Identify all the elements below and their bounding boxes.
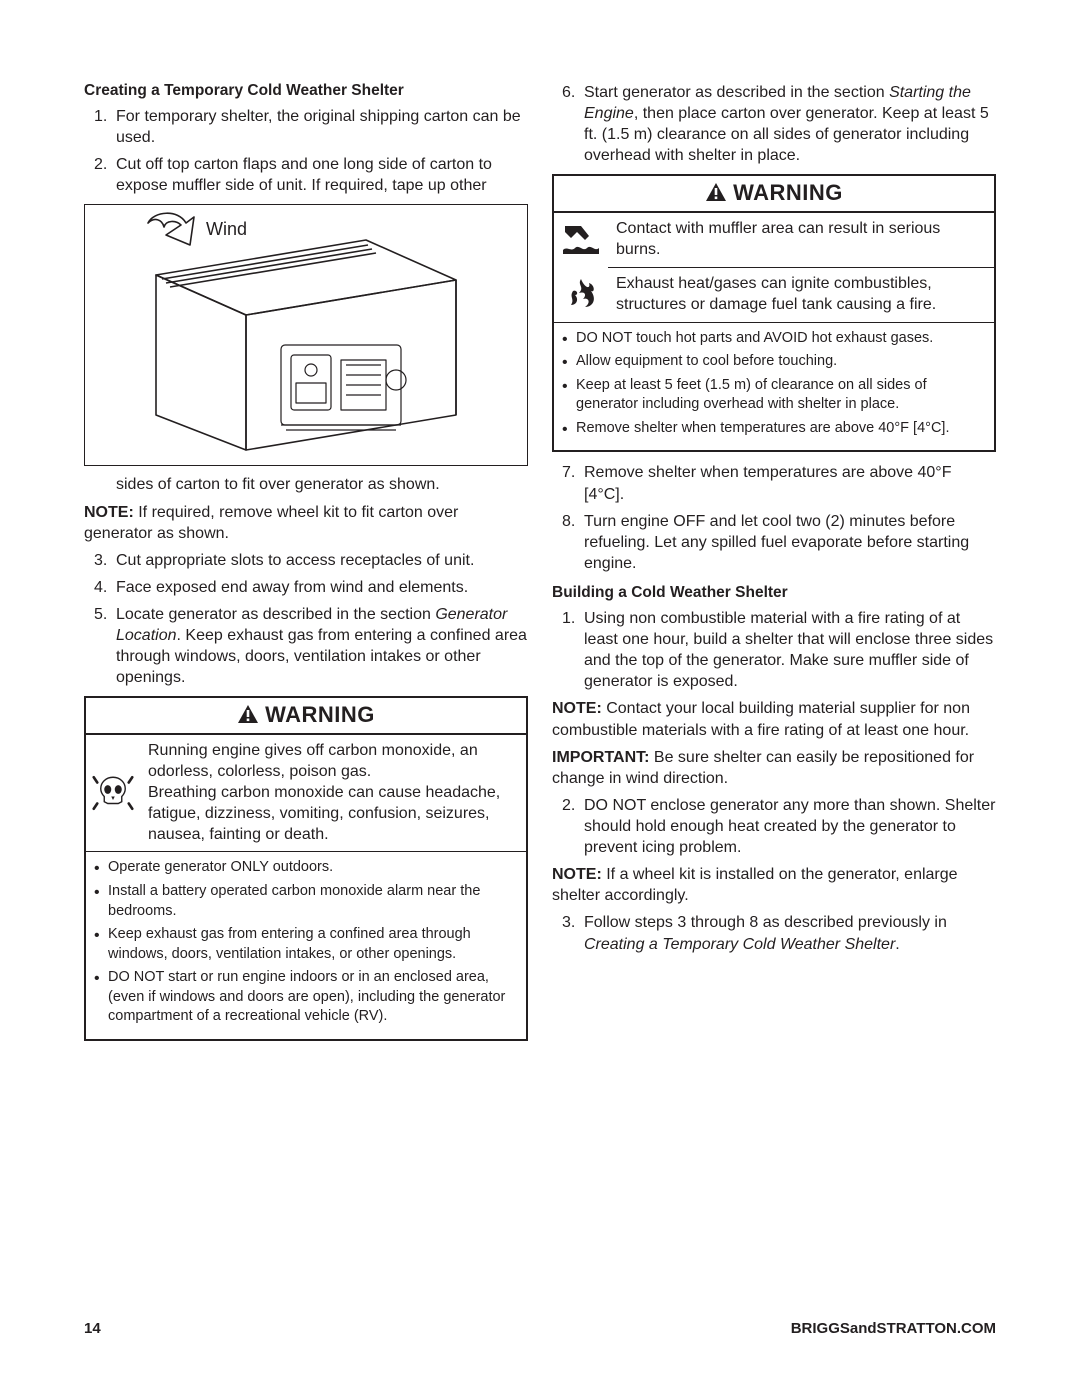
left-column: Creating a Temporary Cold Weather Shelte… <box>84 82 528 1051</box>
heading-temp-shelter: Creating a Temporary Cold Weather Shelte… <box>84 82 528 100</box>
fire-icon <box>554 268 608 322</box>
list-num: 1. <box>562 608 575 629</box>
warning-text: Running engine gives off carbon monoxide… <box>140 735 526 851</box>
list-text: . <box>895 936 899 953</box>
list-num: 3. <box>94 550 107 571</box>
warning-title: WARNING <box>554 176 994 213</box>
warning-bullet: Operate generator ONLY outdoors. <box>108 858 518 878</box>
warning-box-burn: WARNING Contact with muffler area can re… <box>552 174 996 452</box>
right-list-1: 6. Start generator as described in the se… <box>552 82 996 166</box>
list-item: 8.Turn engine OFF and let cool two (2) m… <box>584 511 996 574</box>
note-label: NOTE: <box>552 866 602 883</box>
warning-hazard-rows: Contact with muffler area can result in … <box>554 213 994 321</box>
list-text: Cut appropriate slots to access receptac… <box>116 552 474 569</box>
note-2: NOTE: Contact your local building materi… <box>552 698 996 740</box>
note-text: Contact your local building material sup… <box>552 700 970 738</box>
warning-bullet: DO NOT touch hot parts and AVOID hot exh… <box>576 329 986 349</box>
list-item: 2.Cut off top carton flaps and one long … <box>116 154 528 196</box>
page-number: 14 <box>84 1320 101 1337</box>
list-text: . Keep exhaust gas from entering a confi… <box>116 627 527 686</box>
page-content: Creating a Temporary Cold Weather Shelte… <box>84 82 996 1051</box>
wind-label: Wind <box>206 219 247 239</box>
list-text: Remove shelter when temperatures are abo… <box>584 464 951 502</box>
list-item: 4.Face exposed end away from wind and el… <box>116 577 528 598</box>
list-num: 2. <box>94 154 107 175</box>
right-list-5: 3. Follow steps 3 through 8 as described … <box>552 912 996 954</box>
note-label: NOTE: <box>552 700 602 717</box>
warning-p2: Breathing carbon monoxide can cause head… <box>148 783 518 845</box>
warning-bullet: Remove shelter when temperatures are abo… <box>576 419 986 439</box>
warning-bullet: Install a battery operated carbon monoxi… <box>108 882 518 921</box>
list-text: Cut off top carton flaps and one long si… <box>116 156 492 194</box>
list-text: Locate generator as described in the sec… <box>116 606 435 623</box>
list-text: Start generator as described in the sect… <box>584 84 889 101</box>
important-label: IMPORTANT: <box>552 749 649 766</box>
warning-triangle-icon <box>237 704 259 730</box>
hot-surface-icon <box>554 213 608 267</box>
list-num: 7. <box>562 462 575 483</box>
list-item: 1.For temporary shelter, the original sh… <box>116 106 528 148</box>
list-item: 2.DO NOT enclose generator any more than… <box>584 795 996 858</box>
page-footer: 14 BRIGGSandSTRATTON.COM <box>84 1320 996 1337</box>
warning-p1: Running engine gives off carbon monoxide… <box>148 741 518 783</box>
note-1: NOTE: If required, remove wheel kit to f… <box>84 502 528 544</box>
list-text: , then place carton over generator. Keep… <box>584 105 989 164</box>
list-item: 6.Start generator as described in the se… <box>584 82 996 166</box>
list-text-ital: Creating a Temporary Cold Weather Shelte… <box>584 936 895 953</box>
warning-title-text: WARNING <box>733 180 843 205</box>
warning-bullets: DO NOT touch hot parts and AVOID hot exh… <box>554 322 994 451</box>
left-list-1: 1. For temporary shelter, the original sh… <box>84 106 528 196</box>
list-text: Using non combustible material with a fi… <box>584 610 993 690</box>
skull-icon <box>86 735 140 851</box>
right-list-4: 2. DO NOT enclose generator any more than… <box>552 795 996 858</box>
footer-brand: BRIGGSandSTRATTON.COM <box>791 1320 996 1337</box>
warning-title-text: WARNING <box>265 702 375 727</box>
list-num: 4. <box>94 577 107 598</box>
warning-bullet: DO NOT start or run engine indoors or in… <box>108 968 518 1027</box>
heading-build-shelter: Building a Cold Weather Shelter <box>552 584 996 602</box>
list-num: 5. <box>94 604 107 625</box>
list-item: 5.Locate generator as described in the s… <box>116 604 528 688</box>
list-num: 6. <box>562 82 575 103</box>
list-item: 3.Cut appropriate slots to access recept… <box>116 550 528 571</box>
warning-bullet: Keep at least 5 feet (1.5 m) of clearanc… <box>576 376 986 415</box>
list-text: DO NOT enclose generator any more than s… <box>584 797 995 856</box>
warning-p1: Contact with muffler area can result in … <box>608 213 994 268</box>
list-num: 1. <box>94 106 107 127</box>
note-text: If a wheel kit is installed on the gener… <box>552 866 958 904</box>
left-list-2: 3. Cut appropriate slots to access recept… <box>84 550 528 689</box>
right-column: 6. Start generator as described in the se… <box>552 82 996 1051</box>
list-item: 1.Using non combustible material with a … <box>584 608 996 692</box>
list-item: 3.Follow steps 3 through 8 as described … <box>584 912 996 954</box>
list-text: Turn engine OFF and let cool two (2) min… <box>584 513 969 572</box>
list-text: For temporary shelter, the original ship… <box>116 108 521 146</box>
list-num: 3. <box>562 912 575 933</box>
warning-bullet: Keep exhaust gas from entering a confine… <box>108 925 518 964</box>
warning-triangle-icon <box>705 182 727 208</box>
warning-bullets: Operate generator ONLY outdoors. Install… <box>86 851 526 1039</box>
list-num: 2. <box>562 795 575 816</box>
right-list-3: 1. Using non combustible material with a … <box>552 608 996 692</box>
important-note: IMPORTANT: Be sure shelter can easily be… <box>552 747 996 789</box>
list-text: Face exposed end away from wind and elem… <box>116 579 468 596</box>
note-label: NOTE: <box>84 504 134 521</box>
list-text: Follow steps 3 through 8 as described pr… <box>584 914 947 931</box>
note-3: NOTE: If a wheel kit is installed on the… <box>552 864 996 906</box>
warning-box-co: WARNING Running engine gives off carbon … <box>84 696 528 1040</box>
warning-title: WARNING <box>86 698 526 735</box>
warning-bullet: Allow equipment to cool before touching. <box>576 352 986 372</box>
warning-p2: Exhaust heat/gases can ignite combustibl… <box>608 268 994 322</box>
note-text: If required, remove wheel kit to fit car… <box>84 504 458 542</box>
list-item: 7.Remove shelter when temperatures are a… <box>584 462 996 504</box>
right-list-2: 7. Remove shelter when temperatures are a… <box>552 462 996 574</box>
figure-caption-continuation: sides of carton to fit over generator as… <box>84 474 528 495</box>
shelter-figure: Wind <box>84 204 528 466</box>
list-num: 8. <box>562 511 575 532</box>
